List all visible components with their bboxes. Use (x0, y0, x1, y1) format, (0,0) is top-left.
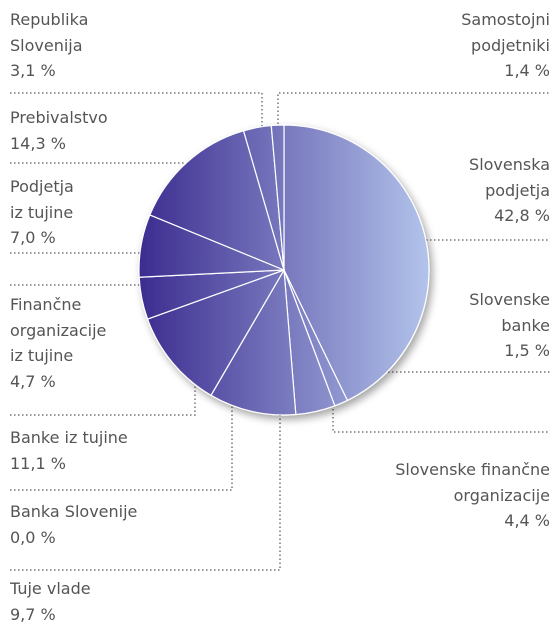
slice-label: Banka Slovenije 0,0 % (10, 499, 137, 550)
slice-label: Prebivalstvo 14,3 % (10, 105, 108, 156)
value-label: 3,1 % (10, 61, 56, 80)
value-label: 9,7 % (10, 604, 56, 624)
value-label: 14,3 % (10, 133, 66, 153)
leader-line (10, 345, 196, 416)
category-name: Banke iz tujine (10, 428, 128, 447)
slice-label: Podjetja iz tujine 7,0 % (10, 174, 74, 251)
pie-slice (283, 124, 430, 402)
slice-label: Slovenske banke 1,5 % (469, 287, 550, 364)
slice-label: Republika Slovenija 3,1 % (10, 7, 88, 84)
value-label: 7,0 % (10, 228, 56, 247)
value-label: 1,5 % (504, 341, 550, 360)
leader-line (332, 385, 550, 433)
pie-slice (210, 268, 297, 416)
value-label: 42,8 % (494, 206, 550, 225)
pie-slice (270, 124, 285, 271)
category-name: Republika Slovenija (10, 10, 89, 55)
value-label: 1,4 % (504, 61, 550, 80)
value-label: 0,0 % (10, 527, 56, 547)
value-label: 11,1 % (10, 453, 66, 473)
category-name: Samostojni podjetniki (461, 10, 550, 55)
value-label: 4,4 % (504, 511, 550, 530)
category-name: Finančne organizacije iz tujine (10, 295, 107, 365)
leader-line (277, 92, 550, 128)
category-name: Prebivalstvo (10, 108, 108, 127)
category-name: Slovenska podjetja (469, 155, 550, 200)
leader-line (10, 395, 233, 491)
slice-label: Slovenska podjetja 42,8 % (469, 152, 550, 229)
category-name: Tuje vlade (10, 579, 91, 598)
slice-label: Slovenske finančne organizacije 4,4 % (395, 457, 550, 534)
pie-slice (146, 268, 286, 397)
pie-slice (149, 130, 285, 272)
category-name: Banka Slovenije (10, 502, 138, 521)
slice-label: Samostojni podjetniki 1,4 % (461, 7, 550, 84)
value-label: 4,7 % (10, 371, 56, 391)
slice-label: Tuje vlade 9,7 % (10, 576, 91, 624)
pie (138, 124, 430, 416)
leader-line (10, 92, 263, 128)
category-name: Podjetja iz tujine (10, 177, 74, 222)
category-name: Slovenske finančne organizacije (395, 460, 550, 505)
category-name: Slovenske banke (469, 290, 550, 335)
slice-label: Banke iz tujine 11,1 % (10, 425, 128, 476)
slice-label: Finančne organizacije iz tujine 4,7 % (10, 292, 106, 394)
